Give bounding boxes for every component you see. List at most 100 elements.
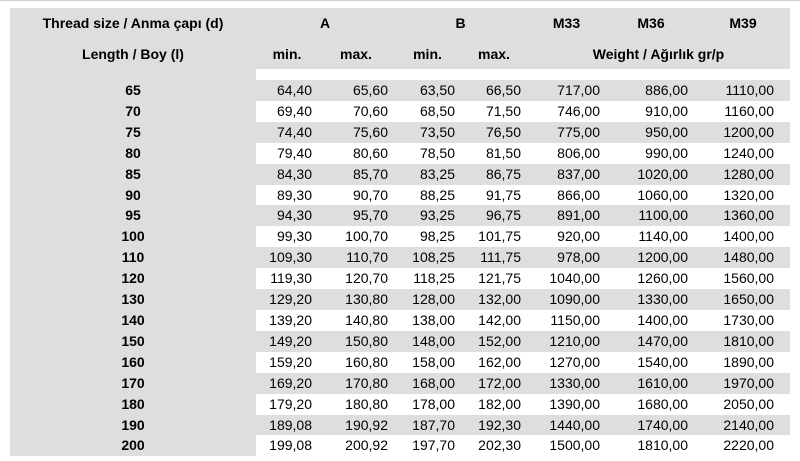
m39-weight-cell: 1240,00 — [696, 142, 790, 164]
b-max-cell: 162,00 — [461, 351, 527, 373]
b-min-cell: 93,25 — [394, 205, 461, 227]
table-row: 85 84,30 85,70 83,25 86,75 837,00 1020,00 1280,… — [10, 163, 790, 185]
m39-weight-cell: 1320,00 — [696, 184, 790, 206]
header-b-min: min. — [394, 38, 461, 69]
table-row: 160 159,20 160,80 158,00 162,00 1270,00 1540,0… — [10, 351, 790, 373]
m36-weight-cell: 1740,00 — [606, 414, 696, 436]
table-row: 170 169,20 170,80 168,00 172,00 1330,00 1610,0… — [10, 372, 790, 394]
b-min-cell: 73,50 — [394, 121, 461, 143]
a-min-cell: 64,40 — [256, 80, 318, 101]
b-max-cell: 66,50 — [461, 80, 527, 101]
m39-weight-cell: 2050,00 — [696, 393, 790, 415]
length-cell: 95 — [10, 205, 256, 227]
b-min-cell: 178,00 — [394, 393, 461, 415]
length-cell: 85 — [10, 163, 256, 185]
m36-weight-cell: 886,00 — [606, 80, 696, 101]
a-max-cell: 130,80 — [318, 289, 394, 310]
b-min-cell: 118,25 — [394, 268, 461, 290]
b-max-cell: 91,75 — [461, 184, 527, 206]
b-min-cell: 168,00 — [394, 372, 461, 394]
m39-weight-cell: 1650,00 — [696, 289, 790, 310]
b-min-cell: 68,50 — [394, 100, 461, 122]
m33-weight-cell: 1270,00 — [527, 351, 606, 373]
a-min-cell: 79,40 — [256, 142, 318, 164]
length-cell: 90 — [10, 184, 256, 206]
b-min-cell: 187,70 — [394, 414, 461, 436]
m33-weight-cell: 891,00 — [527, 205, 606, 227]
m39-weight-cell: 1560,00 — [696, 268, 790, 290]
length-cell: 180 — [10, 393, 256, 415]
header-a-min: min. — [256, 38, 318, 69]
a-max-cell: 160,80 — [318, 351, 394, 373]
length-cell: 120 — [10, 268, 256, 290]
header-col-b: B — [394, 8, 527, 38]
m36-weight-cell: 1400,00 — [606, 309, 696, 331]
m39-weight-cell: 1400,00 — [696, 226, 790, 248]
m33-weight-cell: 837,00 — [527, 163, 606, 185]
table-row: 110 109,30 110,70 108,25 111,75 978,00 1200,00… — [10, 247, 790, 269]
m39-weight-cell: 1280,00 — [696, 163, 790, 185]
thread-spec-table: Thread size / Anma çapı (d) A B M33 M36 … — [10, 8, 790, 457]
m39-weight-cell: 2220,00 — [696, 435, 790, 457]
a-max-cell: 80,60 — [318, 142, 394, 164]
header-b-max: max. — [461, 38, 527, 69]
table-row: 100 99,30 100,70 98,25 101,75 920,00 1140,00 14… — [10, 226, 790, 248]
header-col-m33: M33 — [527, 8, 606, 38]
a-max-cell: 170,80 — [318, 372, 394, 394]
m33-weight-cell: 746,00 — [527, 100, 606, 122]
length-cell: 130 — [10, 289, 256, 310]
a-min-cell: 69,40 — [256, 100, 318, 122]
b-max-cell: 132,00 — [461, 289, 527, 310]
b-max-cell: 192,30 — [461, 414, 527, 436]
b-max-cell: 76,50 — [461, 121, 527, 143]
spacer-left-cell — [10, 69, 256, 80]
b-min-cell: 138,00 — [394, 309, 461, 331]
a-max-cell: 200,92 — [318, 435, 394, 457]
m33-weight-cell: 1210,00 — [527, 330, 606, 352]
table-header: Thread size / Anma çapı (d) A B M33 M36 … — [10, 8, 790, 80]
b-max-cell: 71,50 — [461, 100, 527, 122]
m36-weight-cell: 1260,00 — [606, 268, 696, 290]
a-min-cell: 169,20 — [256, 372, 318, 394]
m33-weight-cell: 1440,00 — [527, 414, 606, 436]
m39-weight-cell: 1110,00 — [696, 80, 790, 101]
a-min-cell: 119,30 — [256, 268, 318, 290]
spacer-row — [10, 69, 790, 80]
m33-weight-cell: 1500,00 — [527, 435, 606, 457]
b-max-cell: 96,75 — [461, 205, 527, 227]
b-max-cell: 101,75 — [461, 226, 527, 248]
m36-weight-cell: 1680,00 — [606, 393, 696, 415]
m36-weight-cell: 1470,00 — [606, 330, 696, 352]
table-row: 75 74,40 75,60 73,50 76,50 775,00 950,00 1200,0… — [10, 121, 790, 143]
a-max-cell: 180,80 — [318, 393, 394, 415]
m36-weight-cell: 990,00 — [606, 142, 696, 164]
b-min-cell: 83,25 — [394, 163, 461, 185]
a-min-cell: 139,20 — [256, 309, 318, 331]
b-min-cell: 98,25 — [394, 226, 461, 248]
a-max-cell: 85,70 — [318, 163, 394, 185]
a-max-cell: 90,70 — [318, 184, 394, 206]
m33-weight-cell: 775,00 — [527, 121, 606, 143]
b-min-cell: 197,70 — [394, 435, 461, 457]
length-cell: 170 — [10, 372, 256, 394]
m33-weight-cell: 1090,00 — [527, 289, 606, 310]
length-cell: 150 — [10, 330, 256, 352]
m39-weight-cell: 1480,00 — [696, 247, 790, 269]
b-max-cell: 202,30 — [461, 435, 527, 457]
a-max-cell: 95,70 — [318, 205, 394, 227]
a-min-cell: 89,30 — [256, 184, 318, 206]
length-cell: 70 — [10, 100, 256, 122]
length-cell: 200 — [10, 435, 256, 457]
b-max-cell: 86,75 — [461, 163, 527, 185]
a-max-cell: 190,92 — [318, 414, 394, 436]
a-min-cell: 99,30 — [256, 226, 318, 248]
a-min-cell: 109,30 — [256, 247, 318, 269]
m33-weight-cell: 717,00 — [527, 80, 606, 101]
m39-weight-cell: 1360,00 — [696, 205, 790, 227]
a-min-cell: 199,08 — [256, 435, 318, 457]
a-max-cell: 110,70 — [318, 247, 394, 269]
b-min-cell: 63,50 — [394, 80, 461, 101]
m36-weight-cell: 950,00 — [606, 121, 696, 143]
length-cell: 65 — [10, 80, 256, 101]
